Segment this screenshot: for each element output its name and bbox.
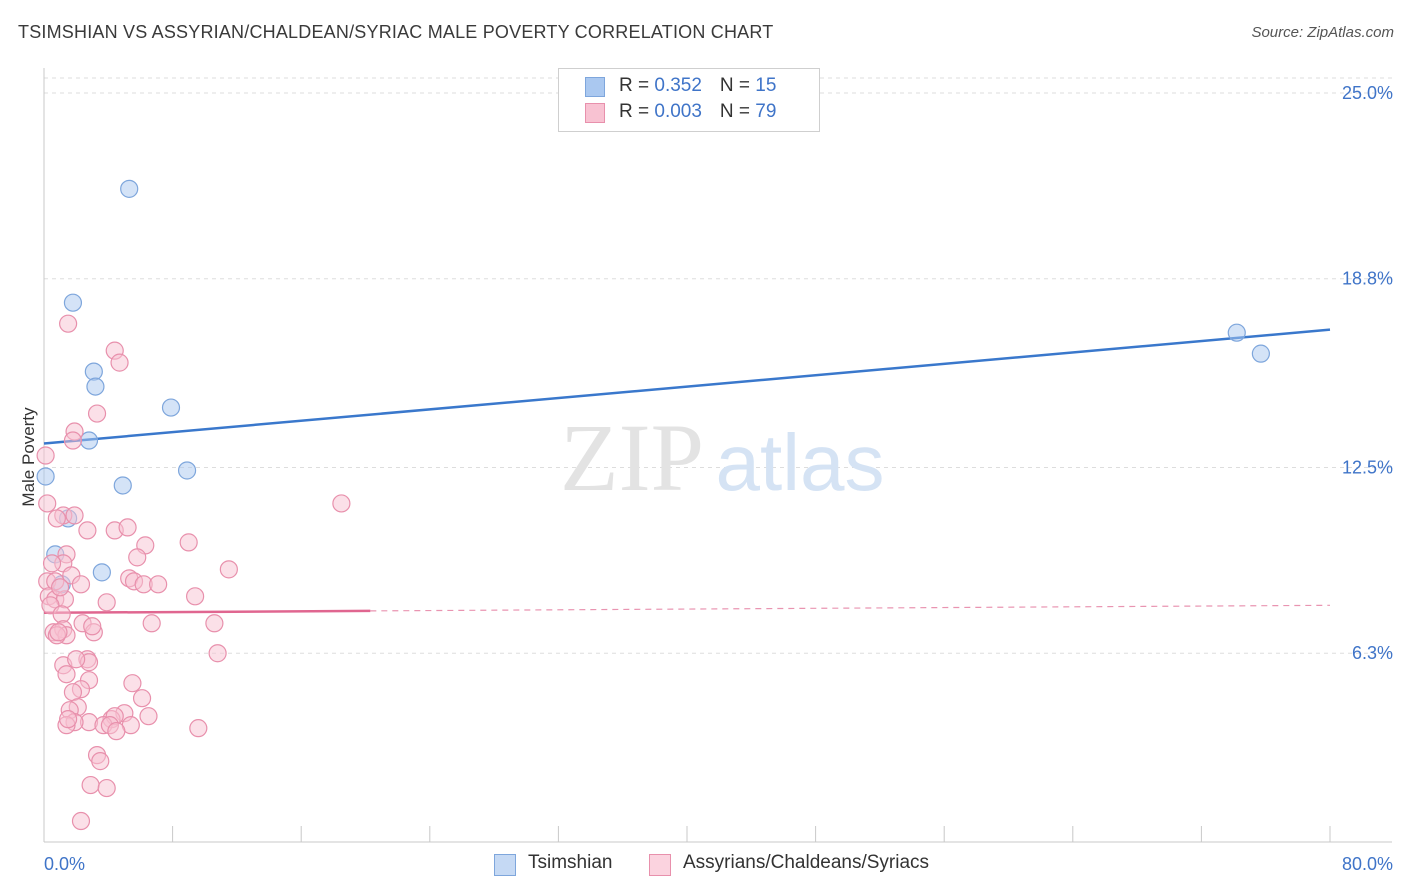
data-point-blue — [92, 563, 111, 582]
data-point-pink — [59, 314, 78, 333]
data-point-pink — [118, 518, 137, 537]
data-point-pink — [142, 614, 161, 633]
legend-r-value: 0.352 — [654, 75, 702, 96]
data-point-pink — [332, 494, 351, 513]
legend-label-assyrians: Assyrians/Chaldeans/Syriacs — [683, 852, 930, 873]
data-points — [36, 179, 1270, 831]
legend-swatch-tsimshian — [494, 854, 516, 876]
legend-n-value: 15 — [755, 75, 777, 96]
data-point-pink — [186, 587, 205, 606]
data-point-pink — [57, 665, 76, 684]
data-point-pink — [219, 560, 238, 579]
data-point-blue — [1251, 344, 1270, 363]
data-point-pink — [91, 752, 110, 771]
data-point-pink — [107, 722, 126, 741]
legend-n-value: 79 — [755, 101, 777, 122]
data-point-pink — [97, 593, 116, 612]
y-tick-label: 12.5% — [1342, 457, 1393, 477]
y-tick-label: 6.3% — [1352, 643, 1393, 663]
data-point-blue — [36, 467, 55, 486]
legend-swatch-assyrians — [649, 854, 671, 876]
data-point-blue — [177, 461, 197, 480]
data-point-pink — [47, 509, 66, 528]
data-point-blue — [1227, 323, 1246, 342]
legend-swatch-pink — [585, 103, 605, 123]
data-point-pink — [189, 719, 208, 738]
data-point-pink — [78, 521, 97, 540]
data-point-pink — [52, 605, 71, 624]
watermark-atlas: atlas — [716, 418, 885, 507]
data-point-blue — [86, 377, 105, 396]
trend-line-blue — [43, 328, 1331, 445]
tick-labels: 6.3% 12.5% 18.8% 25.0% 0.0% 80.0% — [44, 83, 1393, 874]
x-tick-label: 0.0% — [44, 854, 85, 874]
data-point-pink — [42, 554, 62, 573]
legend-swatch-blue — [585, 77, 605, 97]
series-legend: Tsimshian Assyrians/Chaldeans/Syriacs — [0, 852, 1406, 878]
chart-title: TSIMSHIAN VS ASSYRIAN/CHALDEAN/SYRIAC MA… — [18, 22, 774, 42]
trend-lines — [43, 328, 1331, 615]
data-point-pink — [83, 617, 102, 636]
data-point-pink — [208, 644, 227, 663]
y-axis-label: Male Poverty — [19, 407, 38, 507]
data-point-pink — [49, 623, 68, 642]
watermark-zip: ZIP — [560, 404, 704, 511]
data-point-blue — [63, 293, 83, 312]
source-label: Source: ZipAtlas.com — [1251, 24, 1394, 41]
trend-line-pink-dashed — [370, 604, 1331, 612]
legend-r-value: 0.003 — [654, 101, 702, 122]
legend-n-label: N = — [719, 101, 756, 122]
data-point-pink — [81, 775, 100, 795]
data-point-pink — [123, 674, 142, 693]
legend-r-label: R = — [619, 101, 655, 122]
legend-label-tsimshian: Tsimshian — [528, 852, 613, 873]
data-point-blue — [84, 362, 103, 381]
data-point-pink — [67, 650, 86, 669]
data-point-pink — [65, 506, 84, 525]
data-point-blue — [113, 476, 132, 495]
data-point-pink — [71, 575, 91, 594]
x-tick-label: 80.0% — [1342, 854, 1393, 874]
data-point-blue — [161, 398, 181, 417]
data-point-pink — [63, 683, 83, 702]
data-point-pink — [132, 689, 152, 708]
data-point-pink — [149, 575, 168, 594]
legend-r-label: R = — [619, 75, 655, 96]
data-point-pink — [139, 707, 158, 726]
y-tick-label: 25.0% — [1342, 83, 1393, 103]
data-point-pink — [36, 446, 55, 465]
trend-line-pink — [43, 609, 371, 615]
data-point-blue — [120, 179, 139, 198]
data-point-pink — [38, 494, 57, 513]
data-point-pink — [205, 614, 224, 633]
data-point-pink — [71, 811, 91, 831]
data-point-pink — [179, 533, 198, 552]
data-point-pink — [50, 578, 70, 597]
data-point-pink — [87, 404, 107, 423]
data-point-pink — [63, 431, 83, 450]
y-tick-label: 18.8% — [1342, 269, 1393, 289]
watermark: ZIP atlas — [560, 404, 884, 511]
data-point-pink — [97, 778, 116, 798]
data-point-pink — [128, 548, 147, 567]
data-point-pink — [59, 710, 78, 729]
stats-legend: R = 0.352 N = 15 R = 0.003 N = 79 — [558, 68, 820, 132]
data-point-pink — [110, 353, 129, 372]
legend-n-label: N = — [719, 75, 756, 96]
grid-lines — [44, 77, 1392, 654]
